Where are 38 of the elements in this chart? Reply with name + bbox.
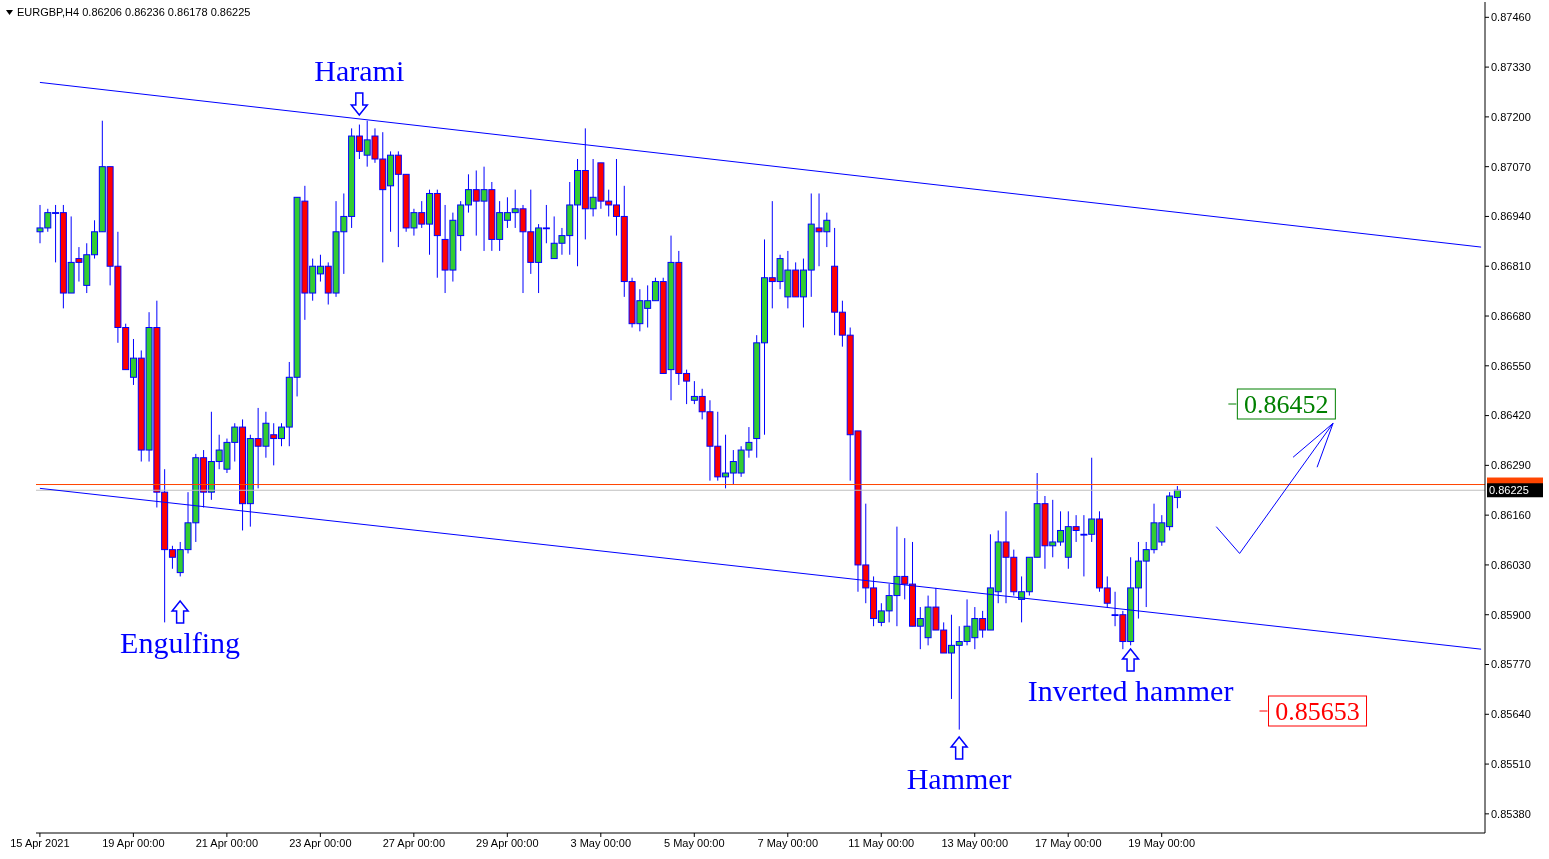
x-tick-label: 5 May 00:00 [664, 836, 725, 849]
x-tick-label: 15 Apr 2021 [10, 836, 70, 849]
x-tick-label: 11 May 00:00 [848, 836, 915, 849]
annotation: 0.86452 [1244, 390, 1329, 419]
y-tick-label: 0.86420 [1491, 409, 1531, 422]
x-tick-label: 3 May 00:00 [570, 836, 632, 849]
y-tick-label: 0.86680 [1491, 309, 1531, 322]
annotation: Engulfing [120, 626, 241, 659]
y-tick-label: 0.86940 [1491, 210, 1531, 223]
annotation: Hammer [906, 762, 1012, 795]
annotation: Inverted hammer [1027, 674, 1234, 707]
y-tick-label: 0.85380 [1491, 807, 1531, 820]
y-tick-label: 0.86810 [1491, 260, 1531, 273]
y-tick-label: 0.87460 [1491, 11, 1531, 24]
x-tick-label: 17 May 00:00 [1034, 836, 1102, 849]
x-tick-label: 19 May 00:00 [1128, 836, 1196, 849]
x-tick-label: 27 Apr 00:00 [382, 836, 446, 849]
x-tick-label: 21 Apr 00:00 [195, 836, 259, 849]
y-tick-label: 0.87330 [1491, 61, 1531, 74]
annotation: Harami [314, 54, 405, 87]
x-tick-label: 29 Apr 00:00 [476, 836, 539, 849]
y-tick-label: 0.86550 [1491, 359, 1531, 372]
y-tick-label: 0.85900 [1491, 608, 1531, 621]
ref-line-label: 0.86225 [1489, 484, 1529, 497]
y-tick-label: 0.85640 [1491, 708, 1531, 721]
x-tick-label: 23 Apr 00:00 [289, 836, 352, 849]
x-tick-label: 7 May 00:00 [757, 836, 819, 849]
y-tick-label: 0.86160 [1491, 509, 1531, 522]
y-tick-label: 0.87070 [1491, 160, 1531, 173]
annotation: 0.85653 [1275, 697, 1360, 726]
y-tick-label: 0.86030 [1491, 558, 1531, 571]
y-tick-label: 0.85770 [1491, 658, 1531, 671]
x-tick-label: 19 Apr 00:00 [102, 836, 165, 849]
y-tick-label: 0.85510 [1491, 757, 1531, 770]
chart-title: EURGBP,H4 0.86206 0.86236 0.86178 0.86225 [17, 6, 251, 18]
x-tick-label: 13 May 00:00 [941, 836, 1009, 849]
y-tick-label: 0.87200 [1491, 110, 1531, 123]
y-tick-label: 0.86290 [1491, 459, 1531, 472]
